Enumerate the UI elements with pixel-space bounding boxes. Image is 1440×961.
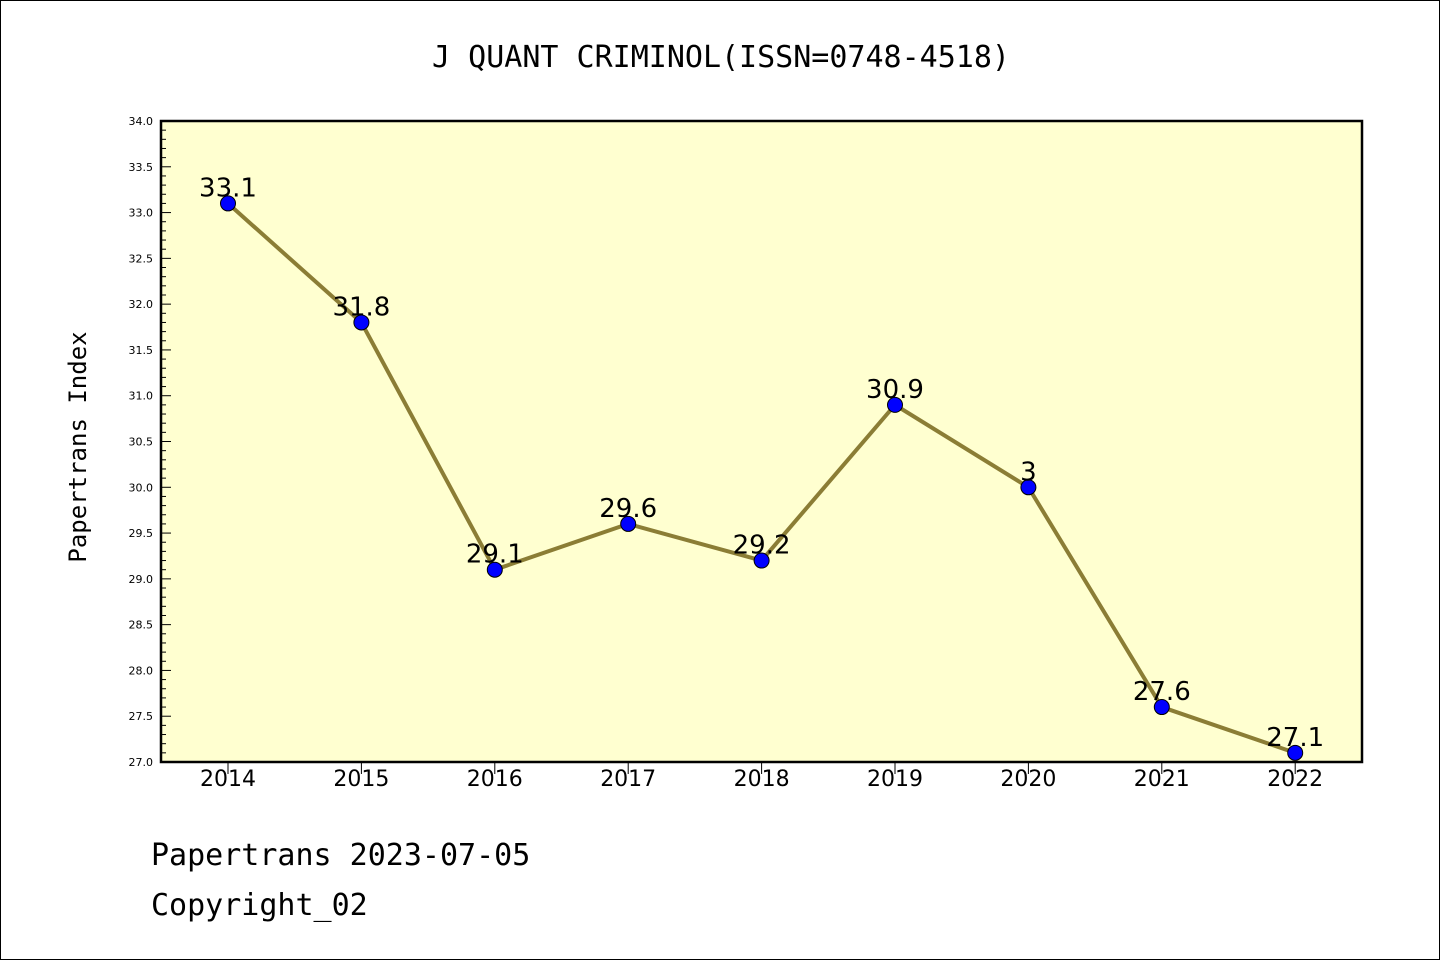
y-tick-label: 27.5 (129, 710, 154, 723)
y-tick-label: 29.5 (129, 527, 154, 540)
footer-date-text: Papertrans 2023-07-05 (151, 838, 530, 873)
x-tick-label: 2022 (1267, 767, 1323, 792)
x-tick-label: 2016 (467, 767, 523, 792)
plot-border (159, 119, 1364, 764)
data-labels: 33.1 31.8 29.1 29.6 29.2 30.9 3 27.6 27.1 (199, 173, 1324, 752)
x-tick-label: 2021 (1134, 767, 1190, 792)
y-tick-label: 31.5 (129, 344, 154, 357)
y-tick-label: 32.5 (129, 252, 154, 265)
data-label: 33.1 (199, 173, 257, 203)
chart-title: J QUANT CRIMINOL(ISSN=0748-4518) (432, 40, 1010, 75)
x-tick-label: 2020 (1000, 767, 1056, 792)
data-point (486, 561, 503, 578)
data-label: 29.2 (733, 531, 791, 561)
data-label: 29.1 (466, 540, 524, 570)
data-point (753, 552, 770, 569)
footer-copyright-text: Copyright_02 (151, 888, 368, 923)
data-label: 3 (1020, 457, 1037, 487)
y-tick-label: 33.0 (129, 207, 154, 220)
data-markers (220, 195, 1304, 761)
y-axis-label: Papertrans Index (64, 331, 92, 562)
data-point (620, 515, 637, 532)
y-tick-label: 33.5 (129, 161, 154, 174)
y-tick-label: 28.0 (129, 664, 154, 677)
y-tick-label: 30.5 (129, 436, 154, 449)
x-axis: 2014 2015 2016 2017 2018 2019 2020 2021 2022 (200, 762, 1323, 792)
data-label: 27.6 (1133, 677, 1191, 707)
y-axis: 27.0 27.5 28.0 28.5 29.0 29.5 30.0 30.5 31.0 31.5… (129, 115, 171, 769)
x-tick-label: 2018 (734, 767, 790, 792)
y-tick-label: 34.0 (129, 115, 154, 128)
y-tick-label: 28.5 (129, 619, 154, 632)
data-label: 27.1 (1266, 723, 1324, 753)
data-label: 30.9 (866, 375, 924, 405)
data-point (220, 195, 236, 212)
x-tick-label: 2017 (600, 767, 656, 792)
plot-area (161, 121, 1362, 762)
data-point (887, 396, 903, 413)
data-point (1287, 744, 1304, 761)
data-label: 31.8 (332, 292, 390, 322)
data-point (1020, 479, 1037, 496)
data-point (1153, 699, 1170, 716)
y-tick-label: 29.0 (129, 573, 154, 586)
y-tick-label: 31.0 (129, 390, 154, 403)
data-label: 29.6 (599, 494, 657, 524)
y-tick-label: 32.0 (129, 298, 154, 311)
data-point (353, 314, 370, 331)
y-tick-label: 27.0 (129, 756, 154, 769)
x-tick-label: 2015 (333, 767, 389, 792)
x-tick-label: 2014 (200, 767, 256, 792)
y-tick-label: 30.0 (129, 481, 154, 494)
x-tick-label: 2019 (867, 767, 923, 792)
